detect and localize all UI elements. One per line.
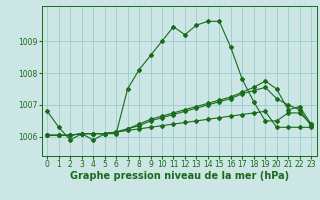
X-axis label: Graphe pression niveau de la mer (hPa): Graphe pression niveau de la mer (hPa): [70, 171, 289, 181]
